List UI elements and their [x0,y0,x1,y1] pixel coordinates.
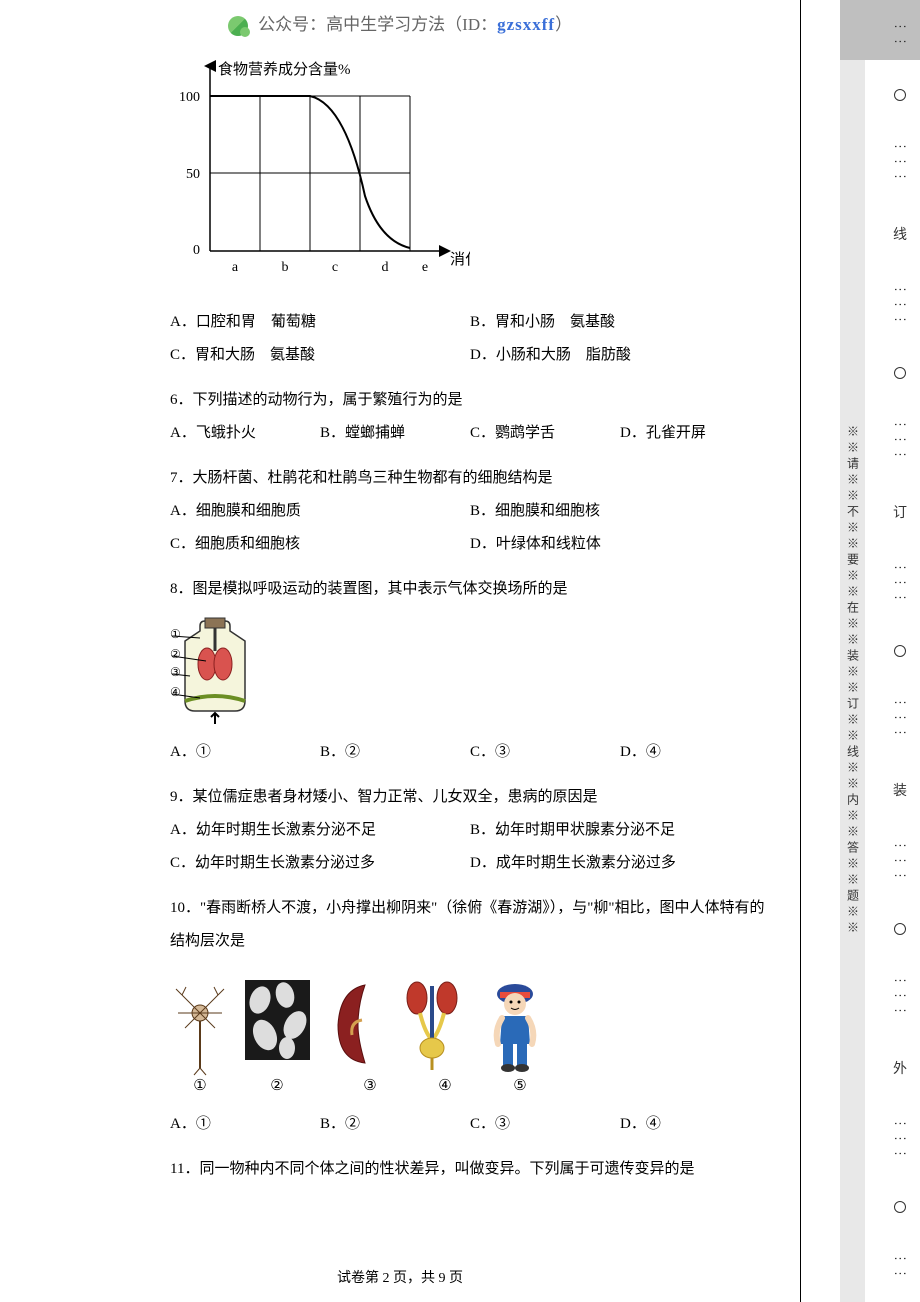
q10-stem: 10．"春雨断桥人不渡，小舟撑出柳阴来"（徐俯《春游湖》），与"柳"相比，图中人… [170,892,770,958]
nutrition-chart: 0 50 100 a b c d e 食物营养成分含量% 消化道 [170,56,770,286]
q8-diagram: ① ② ③ ④ [170,616,770,726]
q8-opt-d: D．④ [620,736,770,769]
marker-line: 线 [893,224,907,244]
content-area: 公众号：高中生学习方法（ID：gzsxxff） [0,0,800,1302]
wechat-icon [228,16,248,36]
vdots: ⋮⋮⋮ [892,1117,908,1162]
svg-text:e: e [422,260,428,275]
svg-text:d: d [382,260,389,275]
binding-instruction-column: ※※请※※不※※要※※在※※装※※订※※线※※内※※答※※题※※ [840,60,865,1302]
binding-text: ※※请※※不※※要※※在※※装※※订※※线※※内※※答※※题※※ [847,425,859,937]
svg-text:a: a [232,260,239,275]
q6-opt-b: B．螳螂捕蝉 [320,417,470,450]
q5-opt-c: C．胃和大肠 氨基酸 [170,339,470,372]
svg-text:100: 100 [179,90,200,105]
q5-opt-b: B．胃和小肠 氨基酸 [470,306,770,339]
q9: 9．某位儒症患者身材矮小、智力正常、儿女双全，患病的原因是 A．幼年时期生长激素… [170,781,770,880]
svg-text:④: ④ [438,1078,451,1094]
q6-opt-c: C．鹦鹉学舌 [470,417,620,450]
dot-column: ⋮⋮ ⋮⋮⋮ 线 ⋮⋮⋮ ⋮⋮⋮ 订 ⋮⋮⋮ ⋮⋮⋮ 装 ⋮⋮⋮ ⋮⋮⋮ 外 ⋮… [880,0,920,1302]
svg-text:③: ③ [363,1078,376,1094]
q10-opt-a: A．① [170,1108,320,1141]
q9-opt-c: C．幼年时期生长激素分泌过多 [170,847,470,880]
q9-opt-b: B．幼年时期甲状腺素分泌不足 [470,814,770,847]
side-margin: ※※请※※不※※要※※在※※装※※订※※线※※内※※答※※题※※ ⋮⋮ ⋮⋮⋮ … [800,0,920,1302]
q9-stem: 9．某位儒症患者身材矮小、智力正常、儿女双全，患病的原因是 [170,781,770,814]
svg-text:②: ② [170,647,181,661]
svg-text:消化道: 消化道 [450,251,470,268]
vdots: ⋮⋮⋮ [892,696,908,741]
q8-stem: 8．图是模拟呼吸运动的装置图，其中表示气体交换场所的是 [170,573,770,606]
svg-text:c: c [332,260,338,275]
q7: 7．大肠杆菌、杜鹃花和杜鹃鸟三种生物都有的细胞结构是 A．细胞膜和细胞质 B．细… [170,462,770,561]
q11-stem: 11．同一物种内不同个体之间的性状差异，叫做变异。下列属于可遗传变异的是 [170,1153,770,1186]
q8: 8．图是模拟呼吸运动的装置图，其中表示气体交换场所的是 [170,573,770,769]
q7-stem: 7．大肠杆菌、杜鹃花和杜鹃鸟三种生物都有的细胞结构是 [170,462,770,495]
q7-opt-a: A．细胞膜和细胞质 [170,495,470,528]
svg-text:②: ② [270,1078,283,1094]
q6-opt-d: D．孔雀开屏 [620,417,770,450]
q6: 6．下列描述的动物行为，属于繁殖行为的是 A．飞蛾扑火 B．螳螂捕蝉 C．鹦鹉学… [170,384,770,450]
circle-icon [894,923,906,935]
q10-diagram: ① ② ③ ④ ⑤ [170,968,770,1098]
svg-text:③: ③ [170,665,181,679]
marker-pack: 装 [893,780,907,800]
q10-opt-b: B．② [320,1108,470,1141]
q5-opt-a: A．口腔和胃 葡萄糖 [170,306,470,339]
vdots: ⋮⋮⋮ [892,418,908,463]
svg-text:0: 0 [193,243,200,258]
q10: 10．"春雨断桥人不渡，小舟撑出柳阴来"（徐俯《春游湖》），与"柳"相比，图中人… [170,892,770,1141]
page-footer: 试卷第 2 页，共 9 页 [0,1267,800,1287]
svg-text:①: ① [170,627,181,641]
circle-icon [894,367,906,379]
q10-opt-d: D．④ [620,1108,770,1141]
q6-opt-a: A．飞蛾扑火 [170,417,320,450]
vdots: ⋮⋮⋮ [892,561,908,606]
margin-divider [800,0,801,1302]
q7-opt-b: B．细胞膜和细胞核 [470,495,770,528]
svg-text:①: ① [193,1078,206,1094]
svg-text:b: b [282,260,289,275]
vdots: ⋮⋮⋮ [892,283,908,328]
q5-options: A．口腔和胃 葡萄糖 B．胃和小肠 氨基酸 C．胃和大肠 氨基酸 D．小肠和大肠… [170,306,770,372]
q11: 11．同一物种内不同个体之间的性状差异，叫做变异。下列属于可遗传变异的是 [170,1153,770,1186]
marker-outer: 外 [893,1058,907,1078]
header-text: 公众号：高中生学习方法（ID： [258,15,497,34]
q9-opt-a: A．幼年时期生长激素分泌不足 [170,814,470,847]
q6-stem: 6．下列描述的动物行为，属于繁殖行为的是 [170,384,770,417]
circle-icon [894,89,906,101]
header-banner: 公众号：高中生学习方法（ID：gzsxxff） [0,10,800,36]
vdots: ⋮⋮ [892,20,908,50]
vdots: ⋮⋮ [892,1252,908,1282]
q8-opt-c: C．③ [470,736,620,769]
q7-opt-c: C．细胞质和细胞核 [170,528,470,561]
circle-icon [894,645,906,657]
main-body: 0 50 100 a b c d e 食物营养成分含量% 消化道 A．口腔和胃 … [0,56,800,1186]
header-id: gzsxxff [497,15,555,34]
q7-opt-d: D．叶绿体和线粒体 [470,528,770,561]
q8-opt-a: A．① [170,736,320,769]
q10-opt-c: C．③ [470,1108,620,1141]
vdots: ⋮⋮⋮ [892,974,908,1019]
svg-text:④: ④ [170,685,181,699]
header-text-end: ） [555,15,572,34]
q5-opt-d: D．小肠和大肠 脂肪酸 [470,339,770,372]
q8-opt-b: B．② [320,736,470,769]
svg-text:⑤: ⑤ [513,1078,526,1094]
vdots: ⋮⋮⋮ [892,140,908,185]
marker-bind: 订 [893,502,907,522]
q9-opt-d: D．成年时期生长激素分泌过多 [470,847,770,880]
circle-icon [894,1201,906,1213]
svg-text:50: 50 [186,167,200,182]
vdots: ⋮⋮⋮ [892,839,908,884]
svg-text:食物营养成分含量%: 食物营养成分含量% [218,61,351,78]
